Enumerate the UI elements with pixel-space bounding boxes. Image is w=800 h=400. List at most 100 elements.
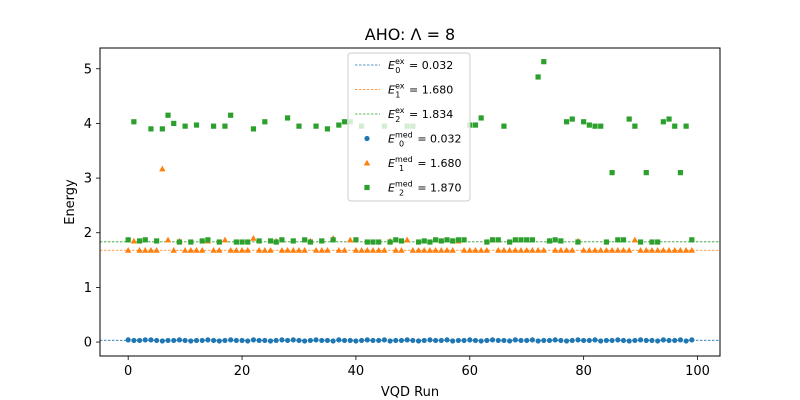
y-tick-label: 1: [84, 281, 92, 296]
point-e1med: [278, 247, 286, 253]
point-e2med: [233, 239, 239, 245]
point-e0med: [341, 337, 348, 344]
point-e1med: [614, 247, 622, 253]
point-e0med: [427, 337, 433, 343]
point-e0med: [136, 337, 143, 344]
point-e1med: [637, 247, 644, 253]
point-e2med: [205, 237, 211, 243]
point-e0med: [381, 337, 387, 343]
point-e1med: [449, 247, 456, 253]
point-e1med: [631, 236, 639, 243]
point-e1med: [147, 247, 155, 253]
point-e1med: [250, 235, 257, 241]
point-e2med: [683, 123, 689, 129]
point-e2med: [364, 239, 370, 245]
point-e0med: [444, 337, 450, 343]
point-e2med: [393, 237, 399, 243]
point-e0med: [598, 338, 604, 344]
point-e0med: [239, 337, 245, 344]
point-e2med: [472, 122, 479, 128]
point-e2med: [689, 237, 695, 243]
point-e2med: [598, 123, 604, 129]
legend-label-e0ex: Eex 0 = 0.032: [388, 57, 453, 75]
point-e0med: [495, 337, 501, 344]
point-e2med: [672, 123, 678, 129]
point-e2med: [142, 237, 148, 243]
point-e0med: [245, 338, 251, 344]
point-e0med: [541, 337, 547, 344]
legend-label-e2ex: Eex 2 = 1.834: [388, 106, 453, 124]
point-e0med: [450, 338, 456, 344]
point-e1med: [665, 247, 673, 253]
point-e2med: [569, 116, 575, 122]
point-e0med: [535, 338, 541, 344]
point-e1med: [500, 247, 508, 253]
point-e0med: [660, 337, 666, 343]
point-e0med: [461, 337, 467, 344]
point-e1med: [261, 247, 269, 253]
point-e1med: [244, 247, 251, 253]
point-e2med: [677, 170, 684, 176]
point-e2med: [131, 119, 137, 125]
point-e0med: [256, 337, 262, 344]
legend-label-e1ex: Eex 1 = 1.680: [388, 82, 453, 100]
point-e1med: [130, 237, 138, 244]
point-e2med: [615, 237, 621, 243]
point-e2med: [575, 239, 581, 245]
point-e2med: [421, 238, 427, 244]
point-e0med: [376, 337, 382, 344]
point-e0med: [313, 337, 319, 343]
point-e1med: [352, 247, 360, 253]
x-axis: 0 20 40 60 80 100: [124, 356, 710, 379]
point-e0med: [148, 337, 154, 343]
point-e2med: [262, 119, 268, 125]
point-e0med: [199, 337, 205, 344]
point-e0med: [404, 337, 410, 343]
point-e2med: [159, 126, 165, 132]
point-e2med: [609, 170, 615, 176]
legend-box: [347, 52, 471, 202]
point-e2med: [666, 116, 672, 122]
y-tick-label: 4: [84, 117, 92, 132]
point-e0med: [233, 337, 239, 344]
point-e0med: [347, 337, 353, 344]
point-e0med: [267, 338, 274, 344]
point-e2med: [302, 237, 308, 243]
point-e1med: [409, 247, 417, 253]
point-e1med: [187, 247, 195, 253]
point-e1med: [318, 247, 325, 253]
point-e0med: [131, 337, 137, 344]
point-e0med: [478, 338, 484, 344]
point-e1med: [210, 247, 217, 253]
point-e2med: [637, 239, 644, 245]
point-e0med: [524, 337, 530, 344]
point-e1med: [495, 247, 502, 253]
point-e2med: [290, 238, 296, 244]
point-e2med: [148, 126, 154, 132]
point-e1med: [341, 247, 348, 253]
point-e2med: [512, 237, 518, 243]
point-e1med: [233, 247, 240, 253]
point-e1med: [398, 247, 405, 253]
point-e2med: [239, 239, 245, 245]
point-e0med: [125, 337, 131, 343]
point-e2med: [330, 237, 336, 243]
point-e0med: [290, 337, 296, 343]
point-e2med: [210, 123, 217, 129]
point-e0med: [655, 338, 661, 344]
x-tick-label: 100: [685, 364, 710, 379]
point-e1med: [551, 247, 559, 253]
point-e1med: [426, 247, 434, 253]
point-e2med: [250, 126, 257, 132]
point-e1med: [466, 247, 473, 253]
point-e0med: [609, 337, 615, 344]
point-e0med: [677, 337, 684, 343]
point-e0med: [512, 337, 518, 343]
point-e0med: [302, 338, 308, 344]
point-e1med: [563, 247, 570, 253]
point-e0med: [467, 337, 473, 343]
point-e2med: [649, 239, 655, 245]
point-e2med: [273, 239, 279, 245]
point-e0med: [410, 337, 416, 344]
